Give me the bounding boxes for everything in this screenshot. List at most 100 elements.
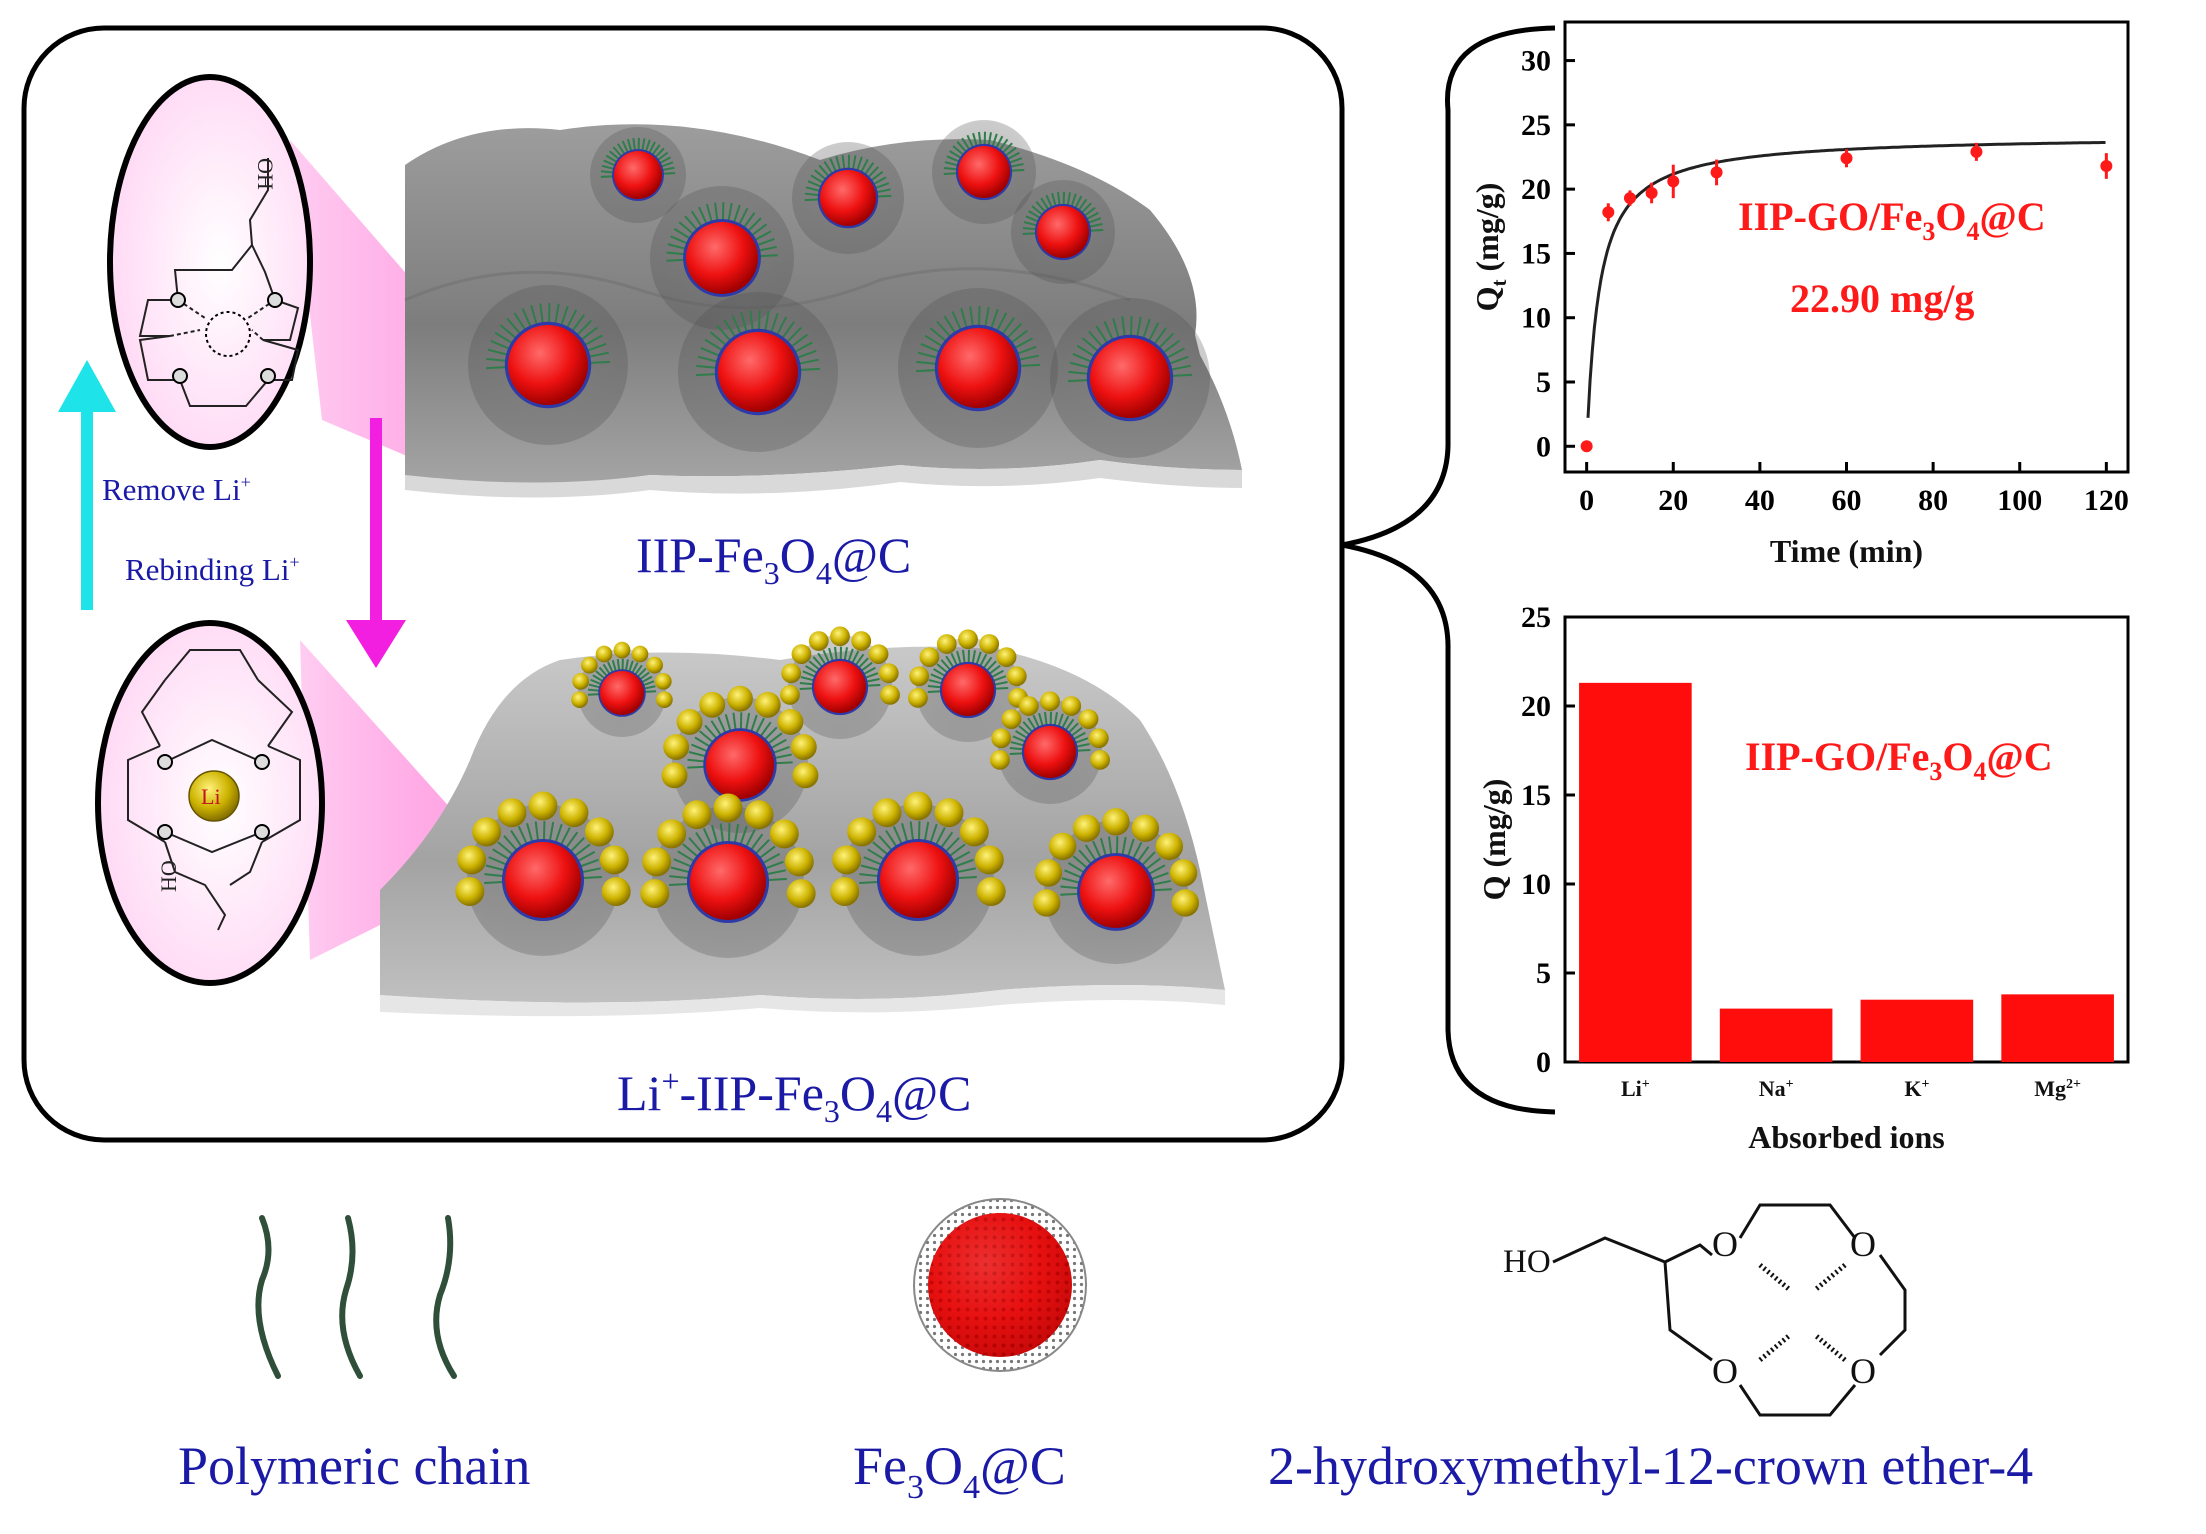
nanoparticle-4 bbox=[661, 685, 819, 833]
li-ion bbox=[656, 691, 673, 709]
polymer-strand bbox=[510, 829, 524, 849]
li-ion bbox=[808, 631, 829, 651]
polymer-strand bbox=[658, 156, 672, 165]
li-ion bbox=[790, 734, 817, 760]
polymer-strand bbox=[1075, 743, 1090, 748]
polymer-strand bbox=[1022, 232, 1038, 236]
data-point bbox=[2100, 160, 2113, 172]
legend-crown-o-3: O bbox=[1712, 1351, 1738, 1391]
polymer-strand bbox=[859, 873, 881, 878]
li-ion bbox=[528, 791, 558, 821]
polymer-strand bbox=[867, 848, 887, 862]
li-ion bbox=[601, 877, 631, 907]
polymer-strand bbox=[805, 665, 819, 675]
y-tick-label: 10 bbox=[1521, 302, 1551, 335]
polymer-strand bbox=[859, 880, 881, 884]
particle-core bbox=[942, 664, 994, 716]
li-ion bbox=[1090, 750, 1110, 770]
li-ion bbox=[1048, 832, 1077, 861]
polymer-strand bbox=[690, 210, 704, 229]
polymer-strand bbox=[744, 712, 751, 732]
li-ion bbox=[497, 798, 527, 828]
polymer-strand bbox=[916, 360, 939, 366]
polymer-strand bbox=[643, 685, 656, 690]
polymer-strand bbox=[1151, 879, 1171, 886]
polymer-strand bbox=[1017, 354, 1039, 362]
polymer-strand bbox=[978, 653, 988, 668]
polymer-strand bbox=[602, 663, 611, 676]
li-ion bbox=[830, 626, 850, 647]
polymer-strand bbox=[542, 821, 546, 843]
polymer-strand bbox=[1108, 836, 1113, 857]
polymer-strand bbox=[812, 656, 824, 669]
li-ion bbox=[1155, 832, 1184, 861]
polymer-strand bbox=[789, 333, 809, 349]
li-ion bbox=[872, 798, 902, 828]
polymer-strand bbox=[795, 349, 817, 360]
polymer-strand bbox=[601, 164, 615, 171]
polymer-strand bbox=[847, 648, 854, 663]
polymer-strand bbox=[1017, 363, 1040, 367]
polymer-strand bbox=[829, 158, 838, 173]
polymer-strand bbox=[841, 154, 846, 171]
polymer-strand bbox=[1009, 746, 1025, 751]
polymer-strand bbox=[486, 366, 509, 370]
polymer-strand bbox=[700, 347, 722, 358]
polymer-strand bbox=[661, 172, 676, 175]
polymer-strand bbox=[875, 188, 891, 194]
rebind-li-label: Rebinding Li+ bbox=[125, 552, 300, 587]
x-tick-label: 120 bbox=[2084, 484, 2129, 517]
polymer-strand bbox=[1121, 316, 1127, 339]
nanoparticle-8 bbox=[1032, 808, 1200, 964]
polymer-strand bbox=[1084, 844, 1098, 863]
polymer-strand bbox=[983, 306, 990, 329]
polymer-strand bbox=[843, 647, 848, 662]
polymer-strand bbox=[760, 852, 781, 865]
li-ion bbox=[1072, 814, 1101, 842]
polymer-strand bbox=[1004, 146, 1017, 158]
bar-2 bbox=[1860, 999, 1974, 1062]
y-tick-label: 20 bbox=[1521, 690, 1551, 723]
polymer-strand bbox=[740, 312, 749, 334]
particle-core bbox=[1080, 856, 1152, 928]
top-surface-label: IIP-Fe3O4@C bbox=[636, 527, 911, 591]
polymer-strand bbox=[754, 717, 765, 736]
li-ion bbox=[699, 691, 726, 718]
polymer-strand bbox=[624, 659, 629, 672]
polymer-strand bbox=[1012, 337, 1033, 350]
y-tick-label: 20 bbox=[1521, 173, 1551, 206]
x-tick-label: Li+ bbox=[1621, 1076, 1650, 1101]
polymer-strand bbox=[688, 751, 708, 758]
li-ion bbox=[682, 800, 712, 830]
polymer-strand bbox=[1072, 353, 1094, 364]
polymer-strand bbox=[1070, 726, 1083, 738]
polymer-strand bbox=[1161, 339, 1181, 355]
nanoparticle-6 bbox=[678, 292, 838, 452]
li-ion bbox=[640, 879, 670, 909]
polymer-strand bbox=[638, 671, 650, 681]
polymer-strand bbox=[1075, 748, 1091, 752]
hydroxyl-label-top: OH bbox=[253, 158, 278, 190]
polymer-strand bbox=[759, 721, 772, 738]
polymer-strand bbox=[669, 882, 691, 886]
polymer-strand bbox=[580, 867, 601, 874]
polymer-strand bbox=[944, 161, 960, 167]
polymer-strand bbox=[863, 162, 875, 176]
polymer-strand bbox=[694, 736, 712, 749]
li-ion bbox=[1102, 808, 1130, 836]
polymer-strand bbox=[920, 343, 942, 354]
polymer-strand bbox=[939, 831, 954, 850]
polymer-strand bbox=[854, 653, 865, 667]
polymer-strand bbox=[714, 202, 719, 223]
polymer-strand bbox=[927, 684, 943, 689]
polymer-strand bbox=[929, 823, 938, 845]
polymer-strand bbox=[640, 675, 653, 684]
polymer-strand bbox=[580, 876, 602, 880]
li-ion bbox=[936, 634, 957, 654]
li-ion bbox=[791, 644, 812, 664]
polymer-strand bbox=[704, 338, 725, 353]
polymer-strand bbox=[1131, 841, 1143, 861]
li-ion bbox=[880, 685, 900, 705]
polymer-strand bbox=[487, 348, 510, 357]
polymer-strand bbox=[590, 678, 603, 686]
